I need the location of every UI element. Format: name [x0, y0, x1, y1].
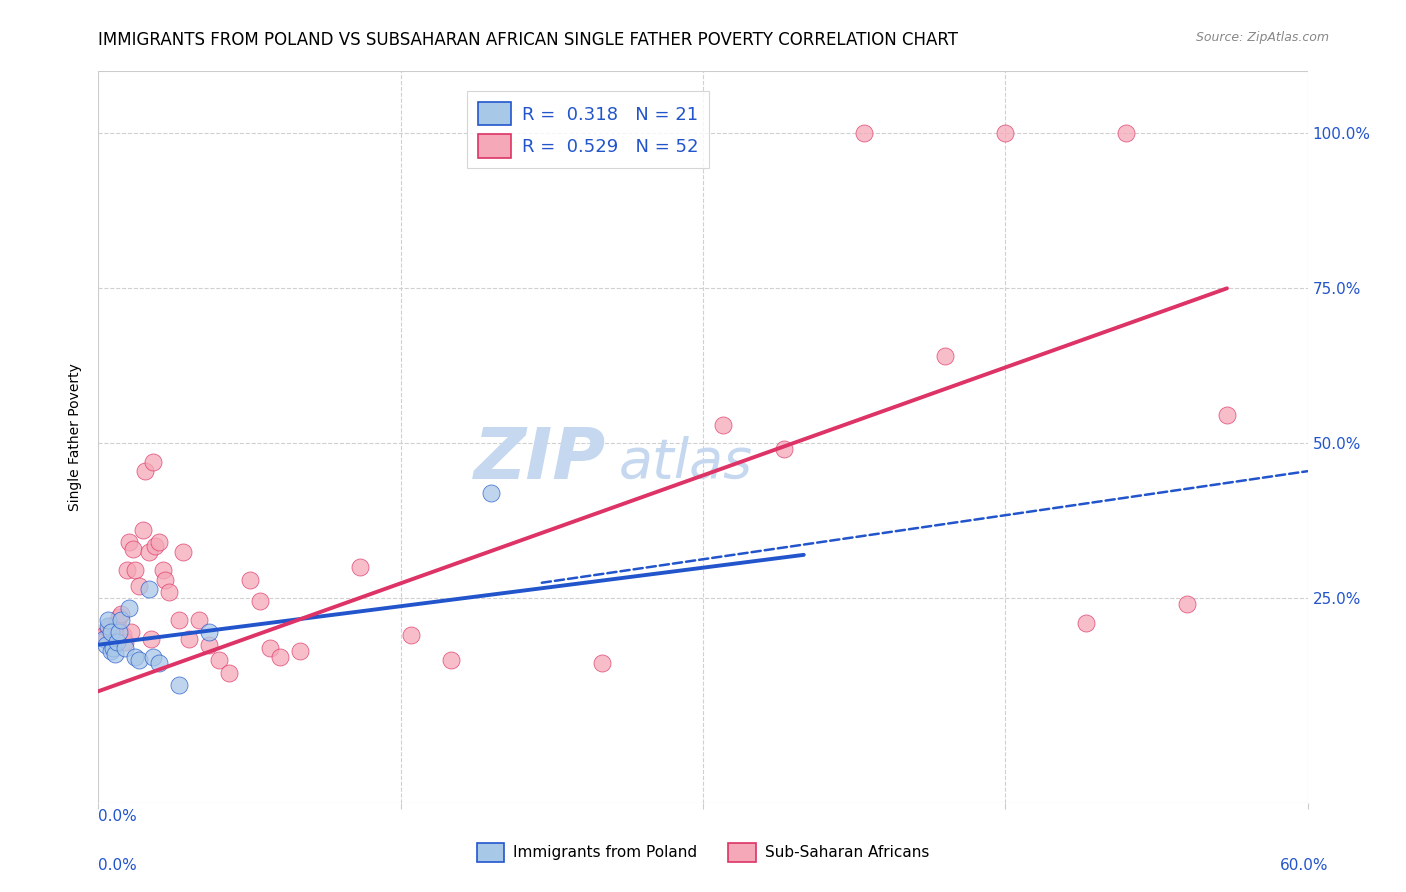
Point	[100, 625, 122, 640]
Point	[120, 625, 142, 640]
Point	[118, 600, 141, 615]
Point	[172, 545, 194, 559]
Point	[134, 464, 156, 478]
Point	[440, 653, 463, 667]
Point	[188, 613, 211, 627]
Point	[142, 455, 165, 469]
Point	[1074, 615, 1097, 630]
Point	[128, 653, 150, 667]
Point	[152, 563, 174, 577]
Point	[138, 545, 160, 559]
Point	[934, 350, 956, 364]
Point	[711, 417, 734, 432]
Point	[1175, 598, 1198, 612]
Point	[93, 632, 115, 646]
Point	[96, 638, 118, 652]
Point	[198, 625, 221, 640]
Point	[124, 650, 146, 665]
Point	[772, 442, 794, 457]
Point	[148, 535, 170, 549]
Text: atlas: atlas	[619, 436, 752, 489]
Text: ZIP: ZIP	[474, 425, 606, 493]
Point	[167, 678, 190, 692]
Point	[124, 563, 146, 577]
Point	[349, 560, 371, 574]
Point	[103, 647, 125, 661]
Point	[96, 632, 118, 646]
Text: IMMIGRANTS FROM POLAND VS SUBSAHARAN AFRICAN SINGLE FATHER POVERTY CORRELATION C: IMMIGRANTS FROM POLAND VS SUBSAHARAN AFR…	[98, 31, 959, 49]
Point	[139, 632, 162, 646]
Y-axis label: Single Father Poverty: Single Father Poverty	[69, 363, 83, 511]
Point	[114, 634, 136, 648]
Point	[1216, 409, 1239, 423]
Point	[249, 594, 271, 608]
Point	[994, 126, 1017, 140]
Point	[97, 613, 120, 627]
Text: Source: ZipAtlas.com: Source: ZipAtlas.com	[1195, 31, 1329, 45]
Point	[138, 582, 160, 596]
Point	[288, 644, 311, 658]
Point	[142, 650, 165, 665]
Point	[103, 619, 125, 633]
Point	[148, 657, 170, 671]
Point	[198, 638, 221, 652]
Point	[118, 535, 141, 549]
Point	[110, 613, 132, 627]
Point	[115, 563, 138, 577]
Point	[128, 579, 150, 593]
Point	[101, 640, 124, 655]
Point	[157, 585, 180, 599]
Point	[259, 640, 281, 655]
Point	[101, 634, 124, 648]
Text: 60.0%: 60.0%	[1281, 858, 1329, 872]
Point	[107, 610, 129, 624]
Point	[121, 541, 143, 556]
Point	[218, 665, 240, 680]
Point	[208, 653, 231, 667]
Point	[93, 628, 115, 642]
Point	[107, 625, 129, 640]
Point	[239, 573, 262, 587]
Point	[114, 640, 136, 655]
Point	[105, 615, 128, 630]
Point	[97, 619, 120, 633]
Point	[111, 628, 134, 642]
Point	[143, 539, 166, 553]
Point	[853, 126, 876, 140]
Point	[97, 622, 120, 636]
Point	[591, 657, 613, 671]
Point	[399, 628, 422, 642]
Text: 0.0%: 0.0%	[98, 858, 138, 872]
Point	[1115, 126, 1137, 140]
Legend: Immigrants from Poland, Sub-Saharan Africans: Immigrants from Poland, Sub-Saharan Afri…	[471, 837, 935, 868]
Point	[132, 523, 155, 537]
Point	[167, 613, 190, 627]
Point	[153, 573, 176, 587]
Text: 0.0%: 0.0%	[98, 809, 138, 824]
Point	[269, 650, 291, 665]
Point	[100, 644, 122, 658]
Point	[110, 607, 132, 621]
Point	[105, 634, 128, 648]
Point	[481, 486, 503, 500]
Point	[100, 619, 122, 633]
Point	[179, 632, 201, 646]
